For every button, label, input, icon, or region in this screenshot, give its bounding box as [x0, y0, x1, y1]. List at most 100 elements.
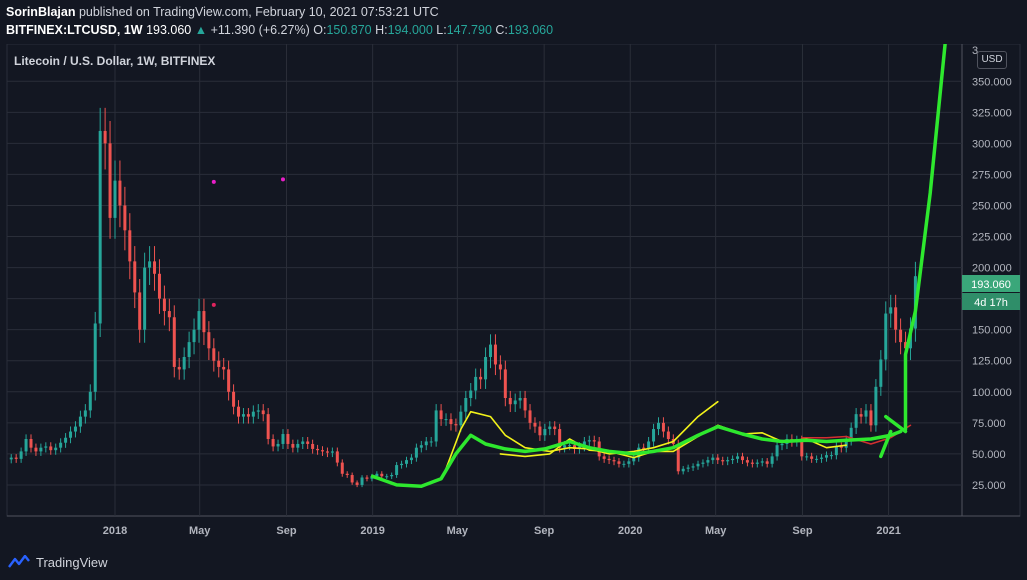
candle-body — [177, 366, 181, 370]
candle-body — [854, 414, 858, 428]
candle-body — [647, 441, 651, 449]
candle-body — [143, 267, 147, 330]
candle-body — [108, 143, 112, 218]
candle-body — [182, 357, 186, 370]
candle-body — [390, 475, 394, 477]
candle-body — [691, 466, 695, 468]
candle-body — [617, 461, 621, 464]
candle-body — [271, 438, 275, 447]
candle-body — [464, 398, 468, 412]
candle-body — [54, 447, 58, 451]
candle-body — [325, 451, 329, 453]
y-tick-label: 125.000 — [972, 356, 1012, 368]
symbol-name: BITFINEX:LTCUSD, 1W — [6, 23, 143, 37]
drawings — [370, 44, 947, 488]
candle-body — [498, 364, 502, 370]
x-tick-label: 2020 — [618, 525, 642, 537]
candle-body — [405, 460, 409, 464]
candle-body — [395, 465, 399, 476]
candle-body — [469, 390, 473, 398]
candle-body — [642, 447, 646, 449]
candle-body — [340, 462, 344, 474]
candle-body — [128, 230, 132, 262]
candle-body — [197, 311, 201, 330]
candle-body — [207, 332, 211, 349]
candle-body — [9, 457, 13, 460]
candle-body — [375, 473, 379, 477]
candle-body — [849, 427, 853, 441]
y-tick-label: 225.000 — [972, 232, 1012, 244]
price-chart[interactable]: 25.000 50.000 75.000 100.000 125.000 150.000 1… — [0, 44, 1027, 548]
candle-body — [844, 440, 848, 448]
low-label: L: — [436, 23, 447, 37]
candle-body — [291, 443, 295, 448]
candle-body — [726, 460, 730, 462]
x-tick-label: 2021 — [876, 525, 900, 537]
candle-body — [241, 414, 245, 417]
candle-body — [563, 445, 567, 448]
candle-body — [612, 460, 616, 462]
candle-body — [434, 410, 438, 442]
candle-body — [736, 456, 740, 459]
candle-body — [237, 406, 241, 417]
candle-body — [439, 410, 443, 420]
candle-body — [256, 410, 260, 412]
candle-body — [820, 457, 824, 459]
y-tick-label: 350.000 — [972, 76, 1012, 88]
candle-body — [839, 446, 843, 448]
candle-body — [345, 473, 349, 476]
candle-body — [350, 475, 354, 483]
candle-body — [474, 376, 478, 391]
candle-body — [64, 437, 68, 443]
green-drawing — [903, 44, 947, 431]
candle-body — [607, 458, 611, 461]
y-tick-label: 200.000 — [972, 263, 1012, 275]
candle-body — [276, 443, 280, 447]
tradingview-logo[interactable]: TradingView — [8, 552, 108, 572]
price-axis[interactable]: 25.000 50.000 75.000 100.000 125.000 150.000 1… — [972, 45, 1012, 492]
candle-body — [192, 329, 196, 343]
y-tick-label: 50.000 — [972, 449, 1006, 461]
candle-body — [34, 447, 38, 452]
x-tick-label: Sep — [792, 525, 812, 537]
price-change: +11.390 (+6.27%) — [210, 23, 310, 37]
candle-body — [706, 460, 710, 463]
header-info: SorinBlajan published on TradingView.com… — [0, 0, 1027, 44]
candle-body — [869, 410, 873, 426]
candle-body — [414, 447, 418, 458]
candle-body — [681, 468, 685, 472]
candle-body — [656, 422, 660, 430]
candle-body — [330, 451, 334, 453]
candle-body — [24, 438, 28, 452]
candle-body — [266, 414, 270, 439]
candle-body — [859, 414, 863, 417]
close-value: 193.060 — [507, 23, 554, 37]
candle-body — [864, 410, 868, 417]
signal-marker — [211, 179, 216, 184]
time-axis[interactable]: 2018 May Sep 2019 May Sep 2020 May Sep 2021 — [103, 525, 901, 537]
candle-body — [44, 446, 48, 448]
currency-button[interactable]: USD — [977, 51, 1007, 69]
candle-body — [222, 366, 226, 370]
candle-body — [59, 442, 63, 448]
candle-body — [311, 443, 315, 449]
candle-body — [365, 477, 369, 479]
candle-body — [572, 445, 576, 449]
candle-body — [138, 292, 142, 330]
candle-body — [834, 446, 838, 456]
candle-body — [83, 410, 87, 417]
candle-body — [810, 456, 814, 459]
candle-body — [380, 473, 384, 477]
candle-body — [770, 456, 774, 464]
candle-body — [212, 348, 216, 361]
candle-body — [661, 422, 665, 432]
candle-body — [424, 441, 428, 446]
candle-body — [518, 398, 522, 401]
candle-body — [355, 482, 359, 485]
candle-body — [78, 416, 82, 427]
y-tick-label: 75.000 — [972, 418, 1006, 430]
candle-body — [321, 450, 325, 452]
countdown-badge-bg — [962, 293, 1020, 310]
candle-body — [711, 457, 715, 461]
author-name[interactable]: SorinBlajan — [6, 5, 76, 19]
